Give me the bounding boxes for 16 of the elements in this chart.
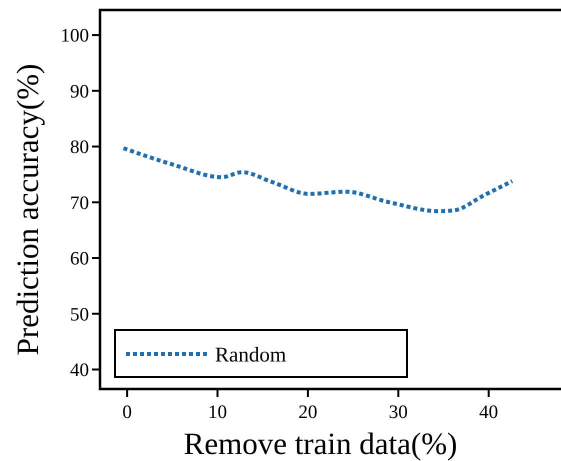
- line-series: [122, 146, 514, 214]
- x-tick-label: 10: [208, 402, 228, 423]
- y-tick-label: 60: [70, 248, 89, 270]
- y-tick-label: 80: [70, 137, 89, 158]
- legend-label: Random: [215, 342, 286, 366]
- y-tick-label: 40: [70, 360, 89, 382]
- x-tick-label: 0: [122, 402, 132, 423]
- x-tick-label: 30: [388, 402, 408, 423]
- y-tick-label: 90: [70, 81, 89, 102]
- y-axis-title: Prediction accuracy(%): [10, 64, 45, 356]
- x-tick-label: 40: [479, 402, 498, 423]
- y-tick-label: 50: [70, 304, 89, 326]
- y-tick-label: 70: [70, 192, 89, 214]
- x-tick-label: 20: [298, 402, 318, 423]
- y-tick-label: 100: [60, 26, 89, 47]
- x-axis-title: Remove train data(%): [184, 426, 458, 461]
